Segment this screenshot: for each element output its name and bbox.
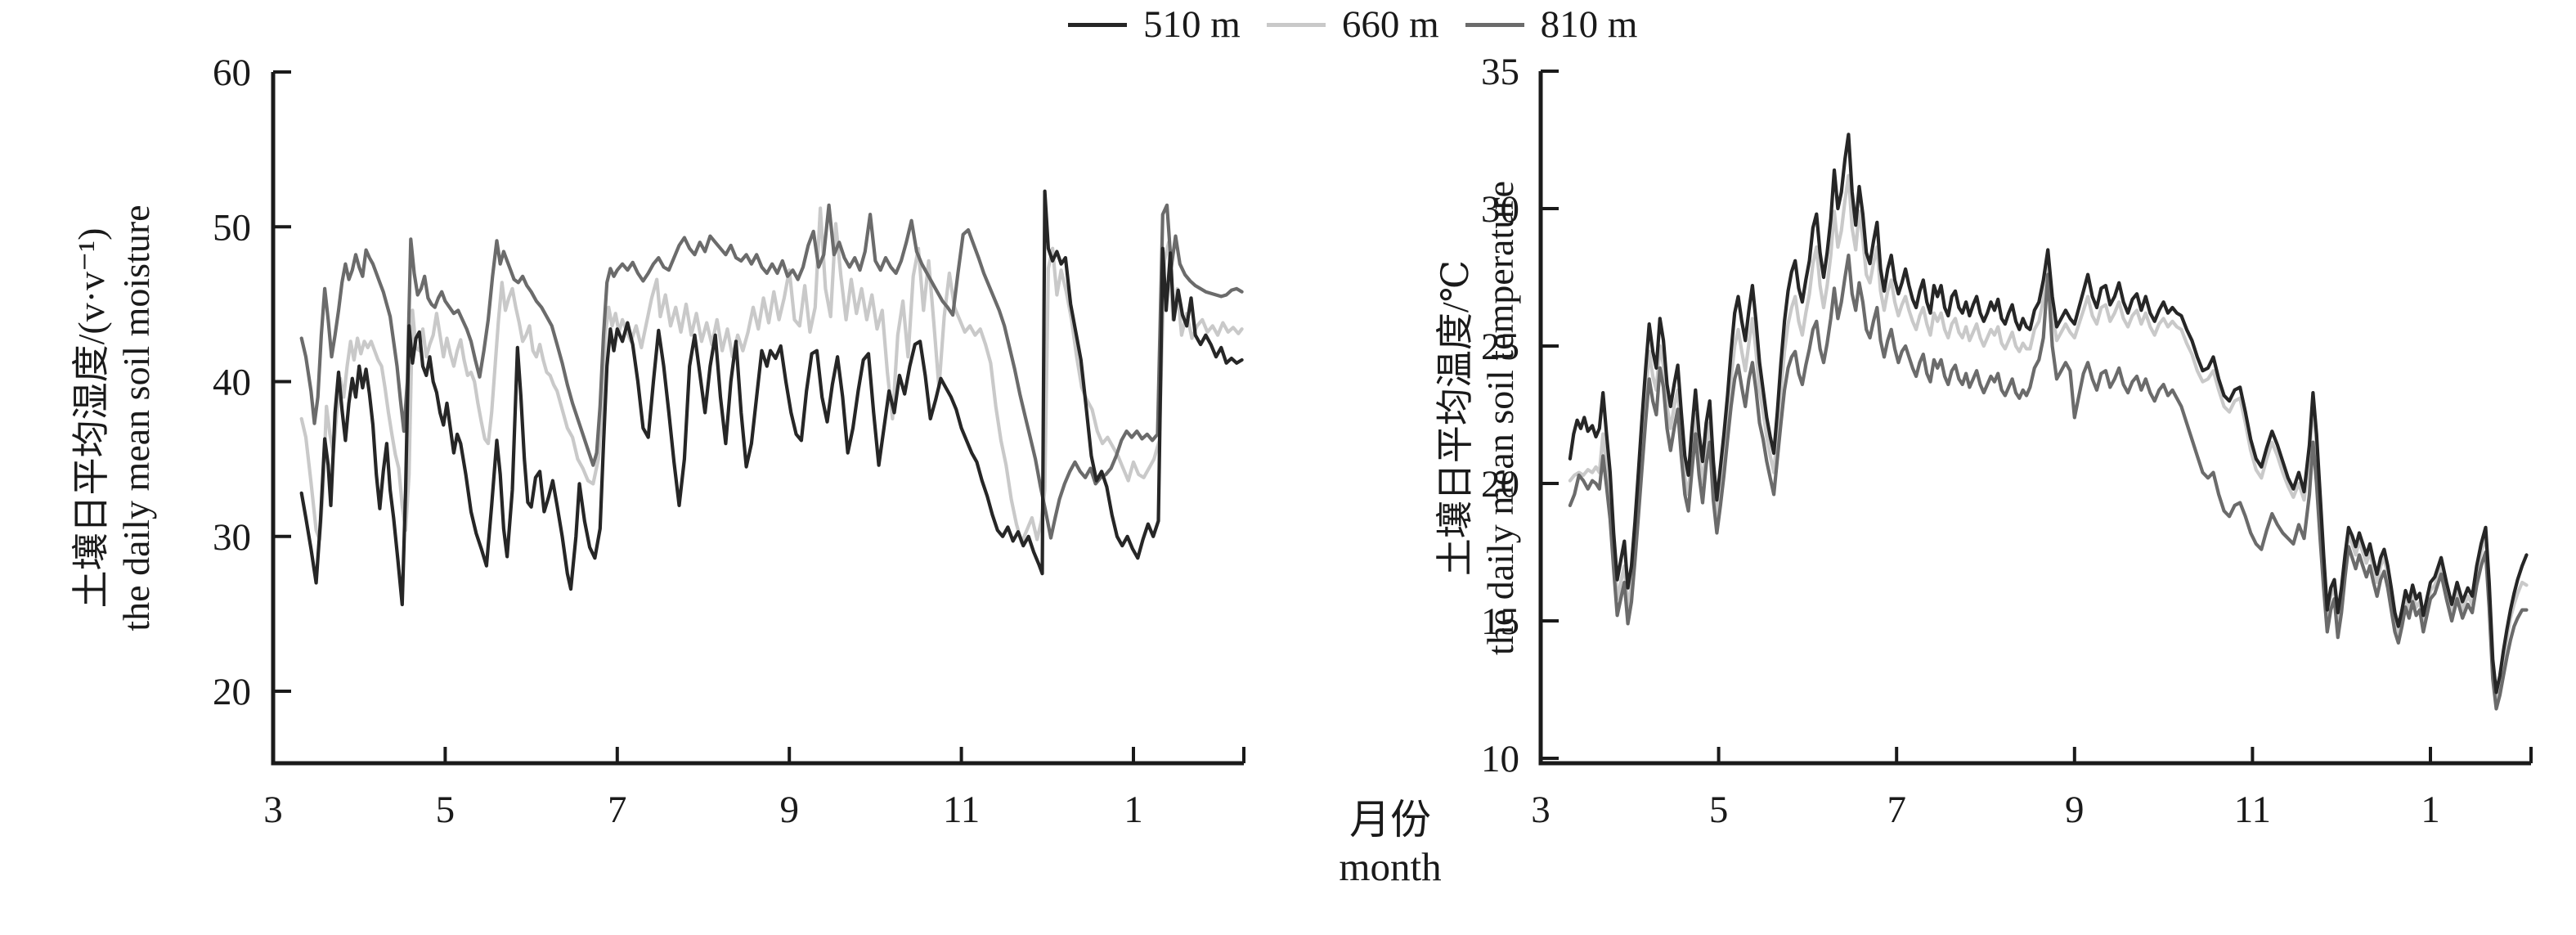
x-axis-label-zh: 月份 xyxy=(1349,797,1431,843)
y-tick-label: 15 xyxy=(1481,600,1519,643)
y-tick-label: 20 xyxy=(1481,463,1519,506)
temperature-series-510m xyxy=(1568,133,2529,695)
x-tick-label: 9 xyxy=(779,789,799,831)
legend-item-810m: 810 m xyxy=(1465,2,1638,47)
left-y-axis-label-zh: 土壤日平均湿度/(v·v⁻¹) xyxy=(70,227,112,609)
axes xyxy=(1538,71,2533,766)
y-tick-label: 25 xyxy=(1481,326,1519,368)
legend-label-510m: 510 m xyxy=(1143,3,1241,46)
legend-item-660m: 660 m xyxy=(1266,2,1439,47)
legend-item-510m: 510 m xyxy=(1068,2,1241,47)
legend-line-swatch-660m xyxy=(1266,22,1326,27)
x-tick-label: 11 xyxy=(943,789,980,831)
legend-label-810m: 810 m xyxy=(1540,3,1638,46)
legend-line-swatch-810m xyxy=(1465,22,1524,27)
temperature-series-810m xyxy=(1568,254,2529,711)
legend-line-swatch-510m xyxy=(1068,22,1127,27)
axes xyxy=(271,72,1245,766)
left-y-axis-label: 土壤日平均湿度/(v·v⁻¹) the daily mean soil mois… xyxy=(69,9,160,827)
x-tick-label: 9 xyxy=(2065,789,2085,831)
y-tick-label: 20 xyxy=(213,671,251,713)
x-tick-label: 1 xyxy=(2421,789,2440,831)
x-axis-label: 月份 month xyxy=(1186,796,1595,891)
y-tick-label: 30 xyxy=(1481,188,1519,231)
x-tick-label: 7 xyxy=(608,789,627,831)
y-tick-label: 40 xyxy=(213,362,251,404)
moisture-series-510m xyxy=(299,189,1244,607)
right-y-axis-label: 土壤日平均温度/℃ the daily mean soil temperatur… xyxy=(1433,9,1524,827)
moisture-series-660m xyxy=(299,206,1244,545)
x-tick-label: 1 xyxy=(1124,789,1143,831)
y-tick-label: 30 xyxy=(213,516,251,559)
y-tick-label: 10 xyxy=(1481,738,1519,780)
right-y-axis-label-en: the daily mean soil temperature xyxy=(1479,181,1521,655)
moisture-series-810m xyxy=(299,203,1244,540)
y-tick-label: 50 xyxy=(213,206,251,249)
left-y-axis-label-en: the daily mean soil moisture xyxy=(115,205,157,632)
right-y-axis-label-zh: 土壤日平均温度/℃ xyxy=(1434,259,1476,577)
temperature-series-660m xyxy=(1568,173,2529,700)
x-tick-label: 3 xyxy=(1531,789,1551,831)
x-tick-label: 5 xyxy=(1709,789,1729,831)
legend-label-660m: 660 m xyxy=(1341,3,1439,46)
y-tick-label: 35 xyxy=(1481,51,1519,93)
x-tick-label: 3 xyxy=(263,789,283,831)
legend: 510 m 660 m 810 m xyxy=(1068,3,1663,46)
x-axis-label-en: month xyxy=(1339,844,1442,889)
x-tick-label: 5 xyxy=(436,789,456,831)
x-tick-label: 11 xyxy=(2234,789,2271,831)
x-tick-label: 7 xyxy=(1887,789,1906,831)
y-tick-label: 60 xyxy=(213,52,251,94)
